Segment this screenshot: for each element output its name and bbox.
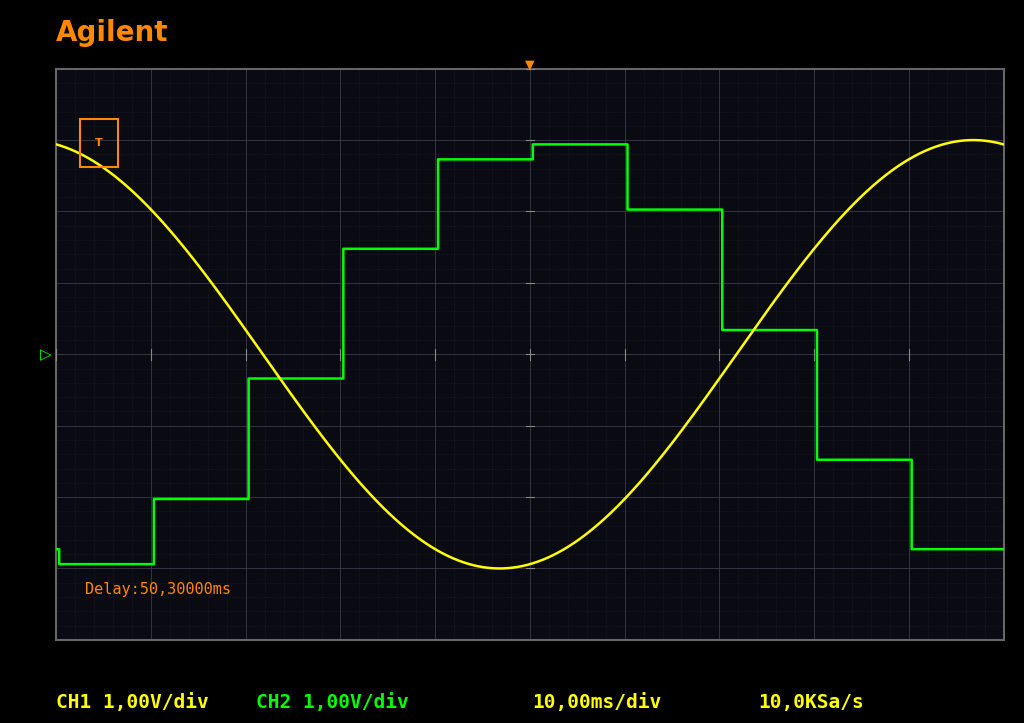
Text: 10,0KSa/s: 10,0KSa/s xyxy=(758,693,863,712)
Text: CH2 1,00V/div: CH2 1,00V/div xyxy=(256,693,409,712)
Text: ▷: ▷ xyxy=(40,347,51,362)
Text: T: T xyxy=(95,138,102,148)
Text: Delay:50,30000ms: Delay:50,30000ms xyxy=(85,582,230,597)
Text: Agilent: Agilent xyxy=(56,19,169,47)
Text: CH1 1,00V/div: CH1 1,00V/div xyxy=(56,693,209,712)
Text: ▼: ▼ xyxy=(525,58,535,71)
Text: 10,00ms/div: 10,00ms/div xyxy=(532,693,662,712)
